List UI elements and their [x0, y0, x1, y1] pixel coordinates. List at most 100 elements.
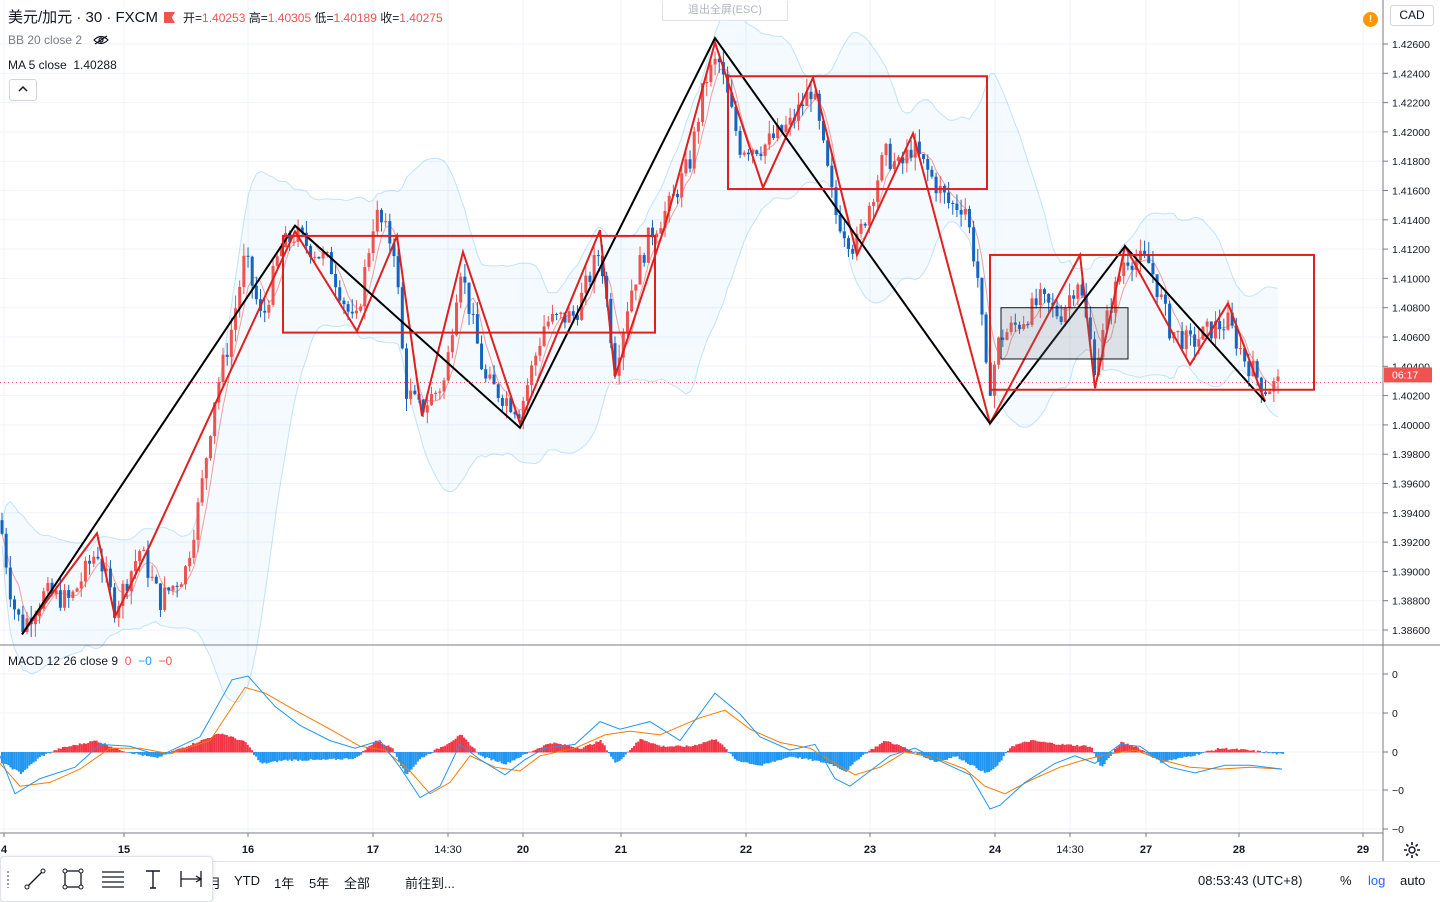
- macd-histogram-bar: [555, 743, 558, 753]
- macd-histogram-bar: [412, 752, 415, 767]
- price-tick-label: 1.41200: [1392, 244, 1430, 256]
- macd-histogram-bar: [458, 734, 461, 753]
- macd-histogram-bar: [316, 752, 319, 760]
- macd-histogram-bar: [324, 752, 327, 760]
- macd-histogram-bar: [137, 752, 140, 755]
- macd-histogram-bar: [150, 752, 153, 757]
- candle-body: [467, 282, 471, 314]
- rectangle-tool-icon[interactable]: [59, 865, 87, 893]
- currency-button[interactable]: CAD: [1390, 5, 1434, 26]
- range-all-button[interactable]: 全部: [344, 876, 371, 891]
- macd-histogram-bar: [715, 739, 718, 753]
- macd-histogram-bar: [941, 752, 944, 761]
- macd-histogram-bar: [372, 743, 375, 753]
- settings-gear-icon[interactable]: [1402, 840, 1422, 860]
- drag-grip-icon[interactable]: [6, 870, 10, 888]
- bb-indicator-legend[interactable]: BB 20 close 2: [8, 33, 110, 47]
- candle-body: [75, 588, 79, 592]
- symbol-title[interactable]: 美元/加元 · 30 · FXCM: [8, 9, 159, 26]
- macd-histogram-bar: [645, 741, 648, 753]
- candle-body: [1076, 284, 1080, 299]
- candle-body: [538, 345, 542, 356]
- macd-histogram-bar: [851, 752, 854, 765]
- macd-histogram-bar: [259, 752, 262, 763]
- macd-histogram-bar: [1111, 752, 1114, 753]
- macd-histogram-bar: [725, 749, 728, 753]
- candle-body: [596, 255, 600, 257]
- candle-body: [442, 380, 446, 392]
- macd-histogram-bar: [1248, 750, 1251, 753]
- candle-body: [1159, 294, 1163, 298]
- candle-body: [888, 143, 892, 170]
- candle-body: [238, 286, 242, 309]
- price-tick-label: 1.39800: [1392, 449, 1430, 461]
- macd-histogram-bar: [727, 752, 730, 753]
- candle-body: [279, 247, 283, 257]
- macd-histogram-bar: [771, 752, 774, 762]
- macd-histogram-bar: [379, 741, 382, 753]
- text-tool-icon[interactable]: [139, 865, 167, 893]
- macd-histogram-bar: [1015, 744, 1018, 753]
- macd-histogram-bar: [969, 752, 972, 766]
- macd-histogram-bar: [586, 744, 589, 753]
- macd-histogram-bar: [68, 746, 71, 753]
- macd-histogram-bar: [1002, 752, 1005, 757]
- macd-histogram-bar: [43, 752, 46, 756]
- range-ytd-button[interactable]: YTD: [234, 873, 260, 888]
- macd-histogram-bar: [320, 752, 323, 760]
- range-5y-button[interactable]: 5年: [309, 876, 330, 891]
- candle-body: [388, 221, 392, 244]
- auto-scale-button[interactable]: auto: [1400, 873, 1426, 888]
- macd-histogram-bar: [1034, 740, 1037, 753]
- macd-histogram-bar: [578, 748, 581, 753]
- hidden-eye-icon[interactable]: [93, 35, 110, 45]
- measure-tool-icon[interactable]: [177, 865, 205, 893]
- macd-histogram-bar: [876, 746, 879, 753]
- macd-histogram-bar: [360, 752, 363, 755]
- macd-histogram-bar: [509, 752, 512, 763]
- clock-time[interactable]: 08:53:43 (UTC+8): [1198, 873, 1303, 888]
- macd-histogram-bar: [45, 752, 48, 754]
- macd-histogram-bar: [551, 743, 554, 753]
- ma-indicator-name: MA 5 close: [8, 58, 67, 72]
- goto-date-button[interactable]: 前往到...: [405, 876, 455, 891]
- exit-fullscreen-button[interactable]: 退出全屏(ESC): [662, 1, 788, 21]
- log-scale-button[interactable]: log: [1368, 873, 1386, 888]
- macd-histogram-bar: [868, 750, 871, 753]
- macd-histogram-bar: [1019, 743, 1022, 753]
- range-1y-button[interactable]: 1年: [274, 876, 295, 891]
- fib-levels-icon[interactable]: [99, 865, 127, 893]
- macd-histogram-bar: [515, 752, 518, 759]
- trend-line-icon[interactable]: [21, 865, 49, 893]
- macd-histogram-bar: [652, 743, 655, 753]
- macd-histogram-bar: [1237, 749, 1240, 753]
- macd-histogram-bar: [946, 752, 949, 760]
- percent-scale-button[interactable]: %: [1340, 873, 1352, 888]
- macd-histogram-bar: [830, 752, 833, 765]
- macd-histogram-bar: [656, 744, 659, 753]
- range-boxes: [282, 75, 1315, 391]
- candle-body: [734, 106, 738, 131]
- macd-histogram-bar: [183, 747, 186, 753]
- alert-badge[interactable]: !: [1363, 12, 1378, 27]
- price-tick-label: 1.41000: [1392, 273, 1430, 285]
- macd-histogram-bar: [265, 752, 268, 764]
- macd-histogram-bar: [952, 752, 955, 757]
- macd-histogram-bar: [486, 752, 489, 758]
- candle-body: [1113, 281, 1117, 313]
- macd-histogram-bar: [698, 744, 701, 753]
- candle-body: [217, 382, 221, 403]
- macd-histogram-bar: [425, 752, 428, 756]
- bb-lower: [1, 180, 1279, 703]
- macd-legend[interactable]: MACD 12 26 close 9 0 −0 −0: [8, 654, 172, 668]
- macd-histogram-bar: [994, 752, 997, 768]
- candle-body: [709, 64, 713, 83]
- macd-histogram-bar: [311, 752, 314, 760]
- candle-body: [113, 587, 117, 618]
- macd-histogram-bar: [47, 752, 50, 754]
- candle-body: [917, 141, 921, 155]
- candle-body: [267, 304, 271, 313]
- ma-indicator-legend[interactable]: MA 5 close 1.40288: [8, 58, 117, 72]
- collapse-legend-button[interactable]: [9, 79, 37, 101]
